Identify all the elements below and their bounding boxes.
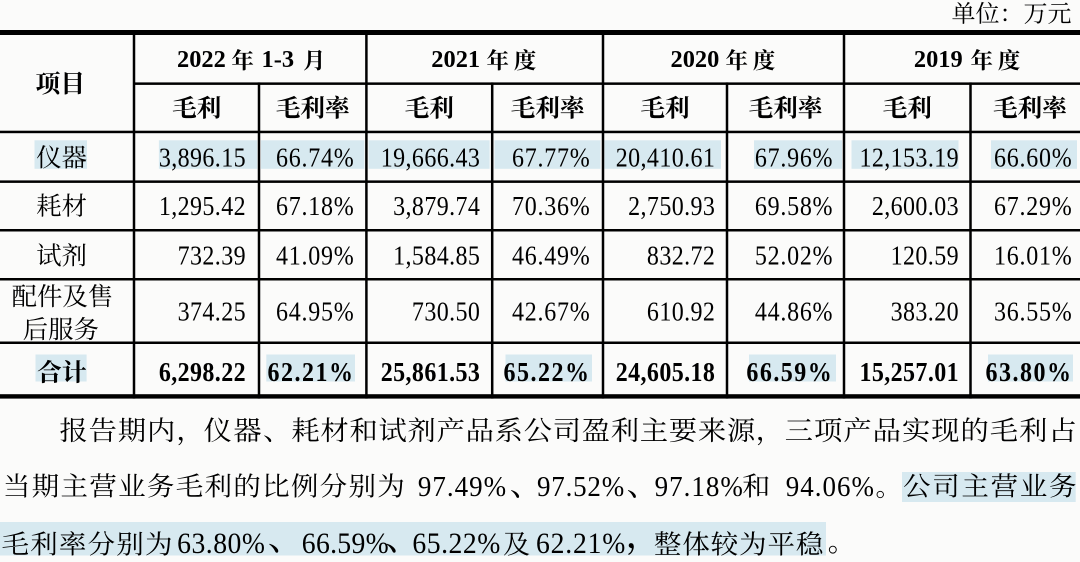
svg-text:63.80%: 63.80%	[177, 528, 265, 560]
svg-text:3,879.74: 3,879.74	[393, 190, 480, 221]
svg-text:66.60%: 66.60%	[994, 142, 1072, 173]
svg-text:67.96%: 67.96%	[755, 142, 833, 173]
svg-text:832.72: 832.72	[647, 240, 715, 271]
svg-text:1-3: 1-3	[262, 46, 295, 73]
svg-text:20,410.61: 20,410.61	[616, 142, 716, 173]
svg-text:36.55%: 36.55%	[994, 296, 1072, 327]
svg-text:69.58%: 69.58%	[755, 190, 833, 221]
svg-text:65.22%: 65.22%	[504, 357, 591, 388]
svg-text:62.21%: 62.21%	[536, 528, 626, 560]
svg-text:44.86%: 44.86%	[755, 296, 833, 327]
svg-text:94.06%: 94.06%	[786, 470, 875, 502]
svg-text:64.95%: 64.95%	[276, 296, 354, 327]
svg-text:2021: 2021	[431, 46, 480, 73]
svg-text:1,584.85: 1,584.85	[393, 240, 480, 271]
svg-text:730.50: 730.50	[412, 296, 480, 327]
svg-text:2019: 2019	[914, 46, 963, 73]
svg-text:67.18%: 67.18%	[276, 190, 354, 221]
svg-text:46.49%: 46.49%	[512, 240, 590, 271]
svg-text:42.67%: 42.67%	[512, 296, 590, 327]
svg-text:24,605.18: 24,605.18	[616, 357, 716, 388]
svg-text:2,600.03: 2,600.03	[872, 190, 959, 221]
svg-text:97.52%: 97.52%	[537, 470, 625, 502]
svg-text:2020: 2020	[671, 46, 720, 73]
svg-text:1,295.42: 1,295.42	[159, 190, 246, 221]
svg-text:70.36%: 70.36%	[512, 190, 590, 221]
svg-text:97.18%: 97.18%	[655, 470, 744, 502]
svg-text:374.25: 374.25	[178, 296, 246, 327]
svg-text:6,298.22: 6,298.22	[159, 357, 246, 388]
svg-text:16.01%: 16.01%	[994, 240, 1072, 271]
svg-text:3,896.15: 3,896.15	[159, 142, 246, 173]
svg-text:97.49%: 97.49%	[418, 470, 507, 502]
svg-text:66.59%: 66.59%	[746, 357, 833, 388]
svg-text:41.09%: 41.09%	[276, 240, 354, 271]
svg-text:66.74%: 66.74%	[276, 142, 354, 173]
svg-text:15,257.01: 15,257.01	[859, 357, 959, 388]
svg-text:2022: 2022	[177, 46, 226, 73]
svg-text:62.21%: 62.21%	[268, 357, 355, 388]
svg-text:732.39: 732.39	[178, 240, 246, 271]
svg-text:2,750.93: 2,750.93	[628, 190, 715, 221]
svg-text:65.22%: 65.22%	[412, 528, 500, 560]
svg-text:67.29%: 67.29%	[994, 190, 1072, 221]
svg-text:12,153.19: 12,153.19	[859, 142, 959, 173]
svg-text:66.59%: 66.59%	[302, 528, 389, 560]
svg-text:120.59: 120.59	[891, 240, 959, 271]
svg-text:19,666.43: 19,666.43	[381, 142, 481, 173]
svg-text:67.77%: 67.77%	[512, 142, 590, 173]
svg-text:63.80%: 63.80%	[986, 357, 1073, 388]
svg-text:383.20: 383.20	[891, 296, 959, 327]
svg-text:610.92: 610.92	[647, 296, 715, 327]
svg-text:52.02%: 52.02%	[755, 240, 833, 271]
svg-text:25,861.53: 25,861.53	[381, 357, 481, 388]
